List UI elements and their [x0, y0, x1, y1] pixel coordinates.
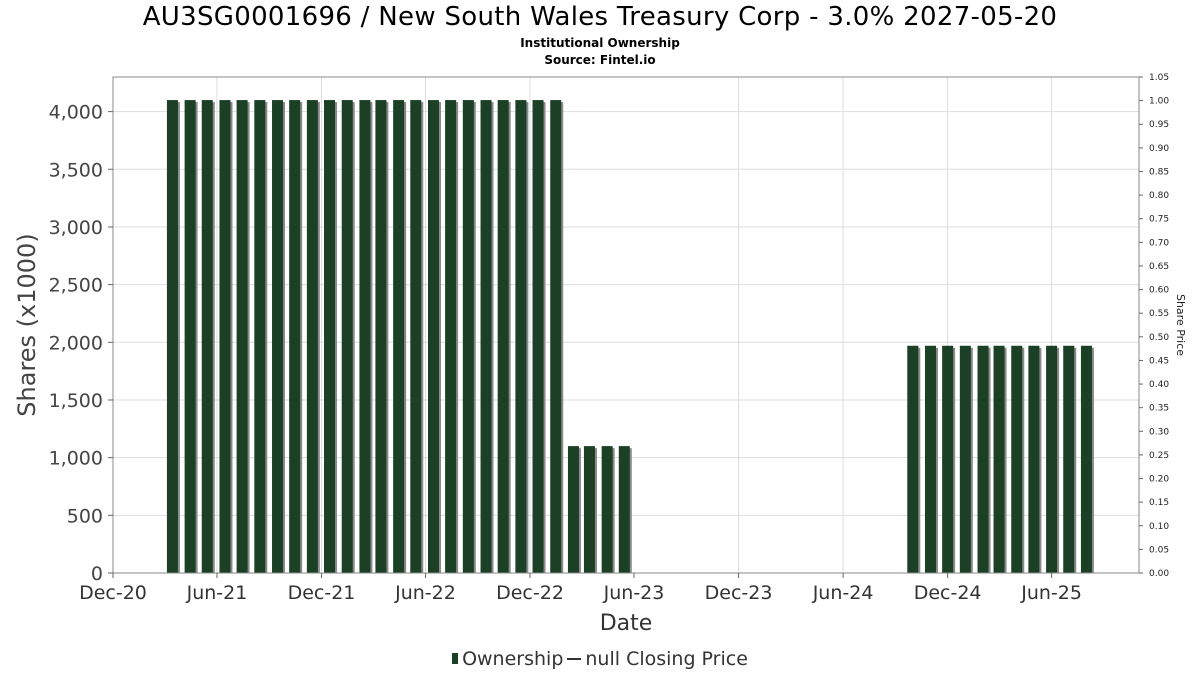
ownership-bar: [272, 100, 284, 574]
x-tick-label: Jun-22: [394, 582, 456, 604]
y2-tick-label: 0.80: [1149, 191, 1169, 201]
ownership-legend-swatch: [452, 653, 459, 664]
ownership-bar: [324, 100, 336, 574]
ownership-bar: [942, 345, 954, 573]
ownership-bar: [201, 100, 213, 574]
y2-tick-label: 0.40: [1149, 380, 1169, 390]
y2-tick-label: 0.20: [1149, 475, 1169, 485]
x-tick-label: Dec-23: [705, 582, 773, 604]
y-tick-label: 2,000: [49, 332, 103, 354]
ownership-bar: [993, 345, 1005, 573]
ownership-bar: [289, 100, 301, 574]
ownership-bar: [497, 100, 509, 574]
ownership-bar: [236, 100, 248, 574]
ownership-bar: [977, 345, 989, 573]
y2-tick-label: 0.25: [1149, 451, 1169, 461]
y2-tick-label: 0.95: [1149, 120, 1169, 130]
ownership-bar: [567, 446, 579, 573]
x-tick-label: Dec-22: [496, 582, 564, 604]
ownership-bar: [959, 345, 971, 573]
x-tick-label: Dec-21: [288, 582, 356, 604]
legend: Ownership null Closing Price: [0, 648, 1200, 670]
ownership-bar: [480, 100, 492, 574]
y-axis-label: Shares (x1000): [13, 233, 41, 416]
x-tick-label: Jun-23: [603, 582, 665, 604]
y2-tick-label: 0.60: [1149, 286, 1169, 296]
y2-axis-label: Share Price: [1174, 294, 1187, 356]
x-tick-label: Jun-25: [1020, 582, 1082, 604]
y2-tick-label: 0.30: [1149, 427, 1169, 437]
ownership-bar: [393, 100, 405, 574]
y-tick-label: 3,000: [49, 217, 103, 239]
ownership-bar: [1028, 345, 1040, 573]
ownership-bar: [550, 100, 562, 574]
ownership-bar: [515, 100, 527, 574]
chart-source: Source: Fintel.io: [544, 53, 656, 67]
ownership-bar: [1063, 345, 1075, 573]
y2-tick-label: 0.15: [1149, 498, 1169, 508]
y2-tick-label: 0.10: [1149, 522, 1169, 532]
ownership-bar: [219, 100, 231, 574]
chart-subtitle: Institutional Ownership: [520, 36, 680, 50]
ownership-bar: [359, 100, 371, 574]
ownership-bar: [1011, 345, 1023, 573]
y-tick-label: 500: [67, 505, 103, 527]
ownership-bar: [924, 345, 936, 573]
y2-tick-label: 0.50: [1149, 333, 1169, 343]
x-tick-label: Jun-24: [812, 582, 874, 604]
plot-frame: [112, 76, 1140, 574]
y-tick-label: 0: [91, 563, 103, 585]
ownership-bar: [618, 446, 630, 573]
price-legend-line: [567, 658, 582, 660]
ownership-bar: [1046, 345, 1058, 573]
y2-tick-label: 0.70: [1149, 238, 1169, 248]
x-tick-label: Jun-21: [186, 582, 248, 604]
price-legend-label: null Closing Price: [585, 648, 748, 670]
y-tick-label: 1,500: [49, 390, 103, 412]
x-axis-label: Date: [600, 611, 653, 636]
ownership-bar: [445, 100, 457, 574]
y2-tick-label: 0.65: [1149, 262, 1169, 272]
y2-tick-label: 1.00: [1149, 97, 1169, 107]
ownership-bar: [254, 100, 266, 574]
y2-tick-label: 0.05: [1149, 545, 1169, 555]
ownership-bar: [410, 100, 422, 574]
y2-tick-label: 0.90: [1149, 144, 1169, 154]
ownership-bar: [306, 100, 318, 574]
ownership-bar: [601, 446, 613, 573]
y-tick-label: 4,000: [49, 102, 103, 124]
ownership-bar: [341, 100, 353, 574]
ownership-bar: [462, 100, 474, 574]
x-tick-label: Dec-20: [79, 582, 147, 604]
ownership-legend-label: Ownership: [462, 648, 564, 670]
ownership-bar: [583, 446, 595, 573]
ownership-bar: [166, 100, 178, 574]
ownership-bar: [532, 100, 544, 574]
y2-tick-label: 0.85: [1149, 167, 1169, 177]
ownership-bar: [375, 100, 387, 574]
ownership-bar: [1080, 345, 1092, 573]
y-tick-label: 2,500: [49, 275, 103, 297]
y2-tick-label: 0.45: [1149, 356, 1169, 366]
y2-tick-label: 0.00: [1149, 569, 1169, 579]
y-tick-label: 1,000: [49, 448, 103, 470]
y2-tick-label: 1.05: [1149, 73, 1169, 83]
y2-tick-label: 0.55: [1149, 309, 1169, 319]
y2-tick-label: 0.75: [1149, 215, 1169, 225]
ownership-bar: [184, 100, 196, 574]
y-tick-label: 3,500: [49, 159, 103, 181]
x-tick-label: Dec-24: [914, 582, 982, 604]
ownership-bar: [907, 345, 919, 573]
y2-tick-label: 0.35: [1149, 404, 1169, 414]
chart-title: AU3SG0001696 / New South Wales Treasury …: [142, 2, 1058, 32]
ownership-chart: 0 500 1,000 1,500 2,000 2,500 3,000 3,500 4,000 0…: [13, 73, 1187, 636]
ownership-bar: [427, 100, 439, 574]
